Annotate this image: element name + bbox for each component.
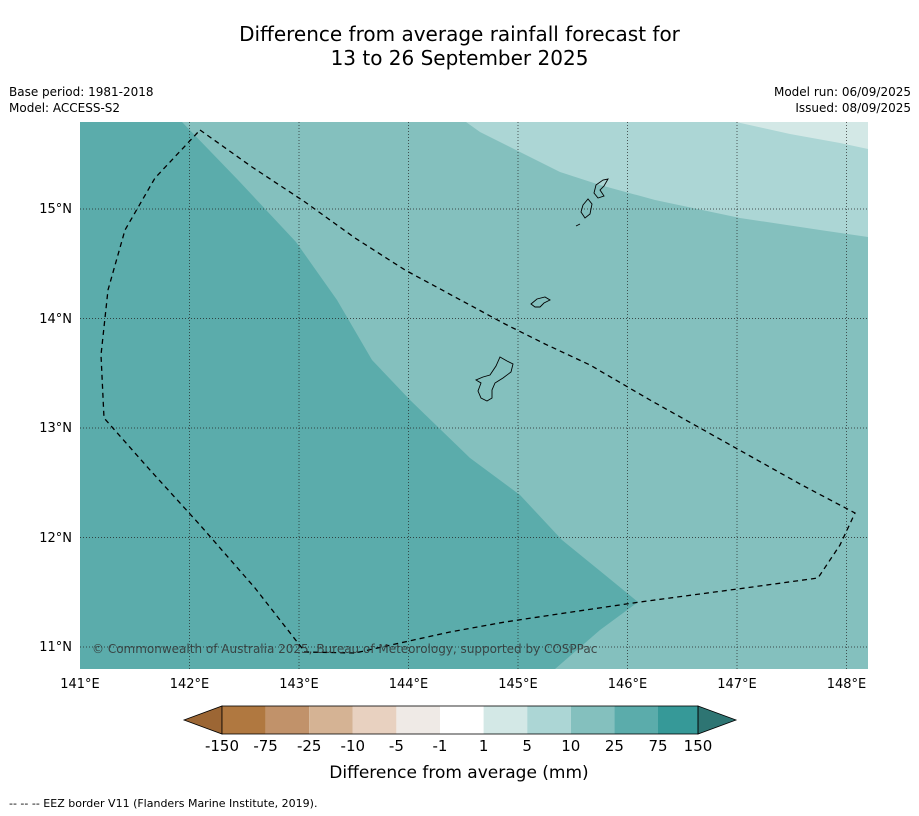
lon-label: 142°E: [170, 677, 210, 692]
colorbar-tick-label: -1: [433, 737, 448, 755]
colorbar-tick-label: 5: [522, 737, 532, 755]
latitude-labels: 15°N 14°N 13°N 12°N 11°N: [39, 202, 72, 655]
colorbar-left-extension: [182, 705, 223, 735]
rota-island: [530, 296, 551, 308]
lon-label: 147°E: [717, 677, 757, 692]
colorbar-tick-label: -75: [253, 737, 278, 755]
model-name: Model: ACCESS-S2: [9, 101, 121, 115]
colorbar-tick-label: 25: [605, 737, 624, 755]
chart-title: Difference from average rainfall forecas…: [0, 22, 919, 70]
title-line-2: 13 to 26 September 2025: [330, 46, 589, 70]
colorbar-tick-label: 150: [684, 737, 713, 755]
copyright-notice: © Commonwealth of Australia 2025, Bureau…: [92, 642, 597, 656]
eez-border: [100, 129, 856, 654]
lon-label: 143°E: [279, 677, 319, 692]
colorbar-tick-label: -5: [389, 737, 404, 755]
rainfall-region-5-10: [736, 122, 868, 149]
colorbar-segment: [614, 706, 658, 734]
colorbar-segment: [658, 706, 698, 734]
colorbar-segment: [222, 706, 266, 734]
islands: [475, 178, 609, 402]
longitude-labels: 141°E 142°E 143°E 144°E 145°E 146°E 147°…: [60, 677, 866, 692]
colorbar-tick-label: -150: [205, 737, 239, 755]
colorbar-tick-label: -25: [297, 737, 322, 755]
colorbar-segment: [396, 706, 440, 734]
model-run: Model run: 06/09/2025: [773, 85, 911, 99]
colorbar-tick-label: -10: [341, 737, 366, 755]
title-line-1: Difference from average rainfall forecas…: [239, 22, 680, 46]
colorbar-tick-labels: -150 -75 -25 -10 -5 -1 1 5 10 25 75 150: [205, 737, 712, 755]
lon-label: 146°E: [608, 677, 648, 692]
colorbar-tick-label: 1: [479, 737, 489, 755]
issued-date: Issued: 08/09/2025: [795, 101, 911, 115]
lat-label: 12°N: [39, 531, 72, 546]
colorbar-outline: [221, 705, 699, 735]
rainfall-region-25-75: [182, 122, 868, 669]
aguijan-island: [575, 223, 581, 227]
base-period: Base period: 1981-2018: [9, 85, 154, 99]
colorbar-title: Difference from average (mm): [329, 763, 588, 783]
left-metadata: Base period: 1981-2018 Model: ACCESS-S2: [9, 84, 154, 116]
colorbar-segment: [352, 706, 397, 734]
colorbar-segment: [570, 706, 615, 734]
eez-legend-note: -- -- -- EEZ border V11 (Flanders Marine…: [9, 797, 318, 810]
colorbar-tick-label: 10: [561, 737, 580, 755]
tinian-island: [580, 198, 593, 219]
map-area: © Commonwealth of Australia 2025, Bureau…: [80, 122, 868, 669]
colorbar-segment: [483, 706, 528, 734]
lon-label: 148°E: [827, 677, 867, 692]
lat-label: 14°N: [39, 312, 72, 327]
lon-label: 141°E: [60, 677, 100, 692]
colorbar: -150 -75 -25 -10 -5 -1 1 5 10 25 75 150 …: [182, 705, 738, 783]
guam-island: [475, 356, 514, 402]
lon-label: 145°E: [498, 677, 538, 692]
colorbar-segment: [309, 706, 353, 734]
lon-label: 144°E: [389, 677, 429, 692]
lat-label: 11°N: [39, 640, 72, 655]
rainfall-region-10-25: [466, 122, 868, 237]
lat-label: 13°N: [39, 421, 72, 436]
colorbar-right-extension: [697, 705, 738, 735]
gridlines: [80, 122, 868, 669]
colorbar-segment: [440, 706, 484, 734]
colorbar-tick-label: 75: [648, 737, 667, 755]
colorbar-segment: [265, 706, 310, 734]
colorbar-segment: [527, 706, 571, 734]
lat-label: 15°N: [39, 202, 72, 217]
right-metadata: Model run: 06/09/2025 Issued: 08/09/2025: [774, 84, 911, 116]
saipan-island: [593, 178, 609, 199]
